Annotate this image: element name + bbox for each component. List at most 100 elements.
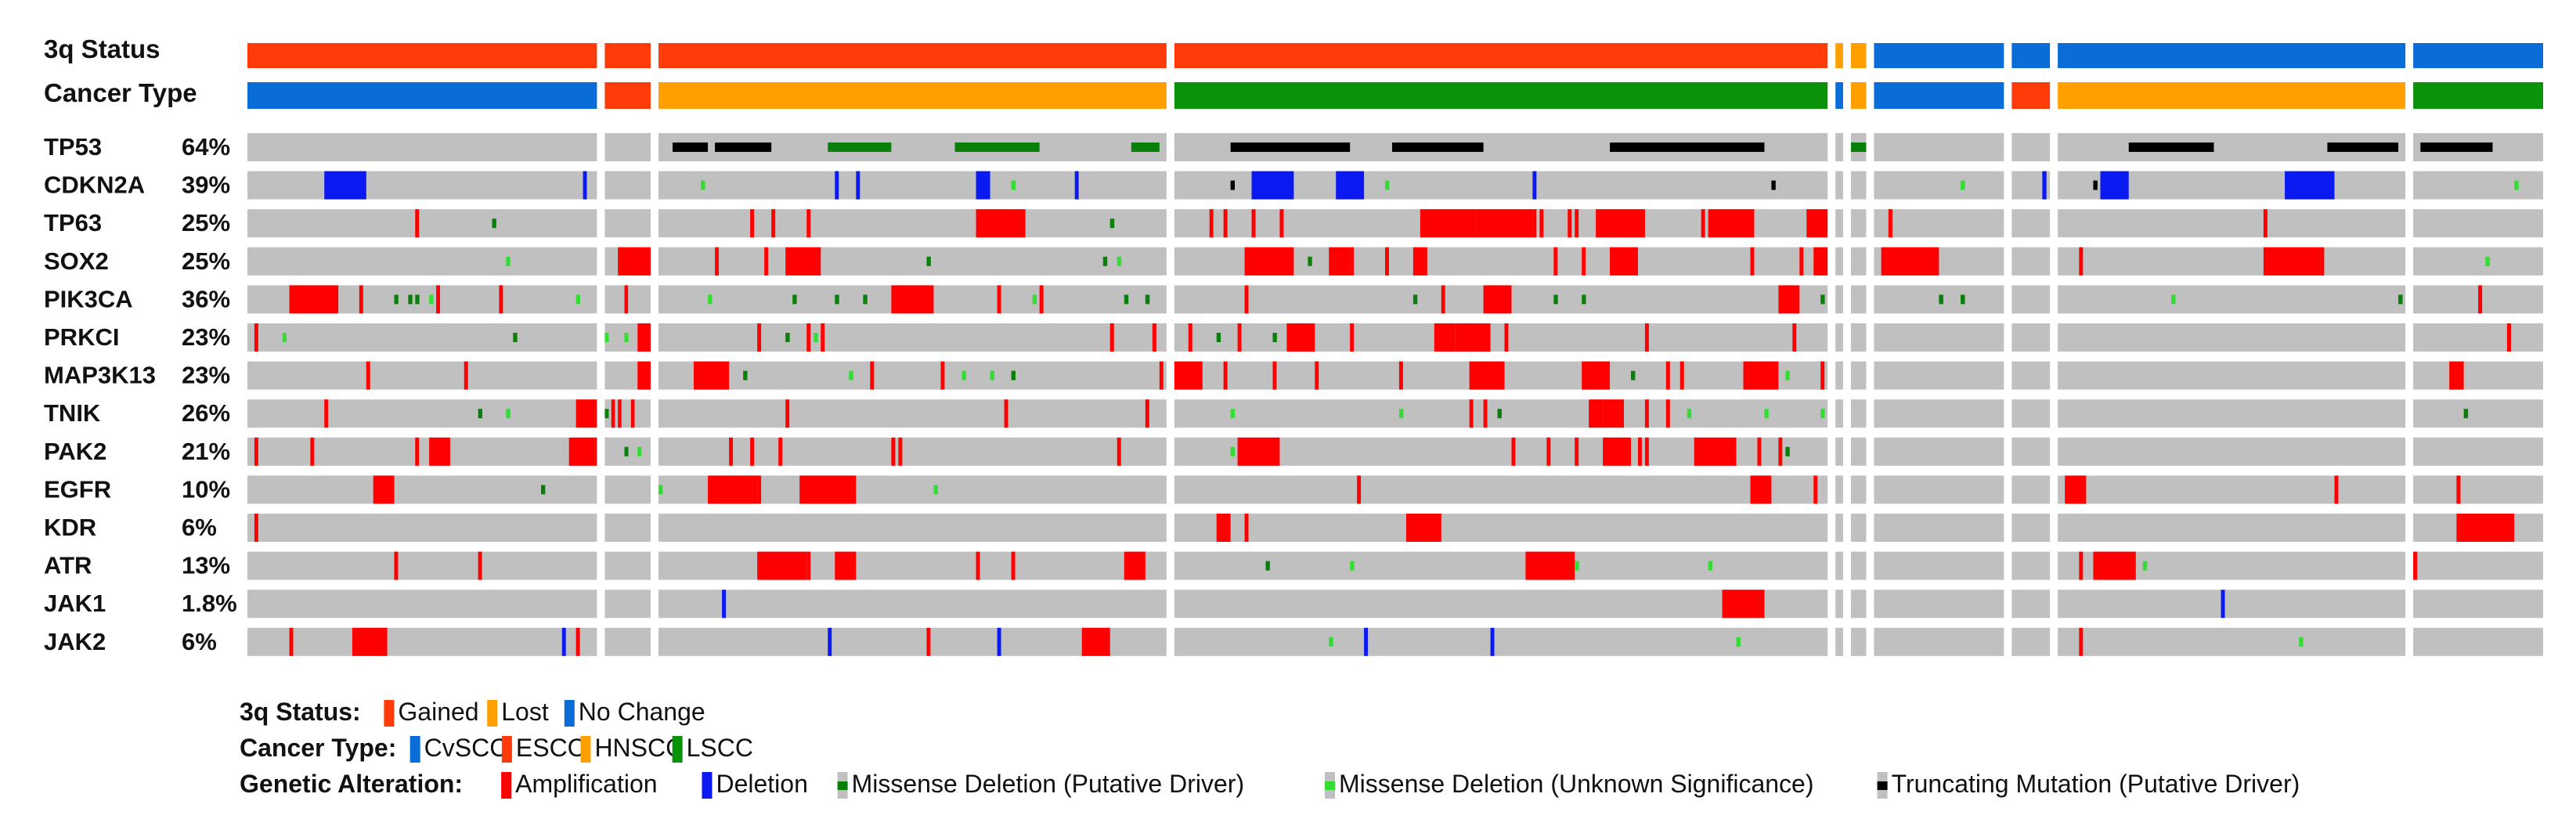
legend-label: Gained xyxy=(398,698,478,726)
gene-row-background xyxy=(1874,399,2004,428)
glyph-amplification xyxy=(1412,247,1427,276)
glyph-amplification xyxy=(1799,247,1804,276)
glyph-amplification xyxy=(618,399,622,428)
glyph-truncating xyxy=(2420,143,2493,152)
legend-glyph-truncating xyxy=(1877,781,1888,790)
gene-row-background xyxy=(2011,361,2051,390)
status-segment-lost xyxy=(1835,43,1843,68)
glyph-missense_unknown xyxy=(1398,409,1404,419)
legend-label: HNSCC xyxy=(594,734,684,762)
legend-label: Missense Deletion (Unknown Significance) xyxy=(1339,770,1814,798)
glyph-missense_unknown xyxy=(814,333,818,342)
gene-row-background xyxy=(1874,627,2004,656)
status-segment-gained xyxy=(604,43,651,68)
glyph-amplification xyxy=(1244,285,1249,314)
glyph-amplification xyxy=(708,475,758,504)
gene-row-background xyxy=(2011,437,2051,466)
glyph-missense_driver xyxy=(1308,256,1312,266)
glyph-missense_unknown xyxy=(575,294,580,305)
gene-row-background xyxy=(1850,437,1867,466)
glyph-missense_unknown xyxy=(1230,409,1236,419)
glyph-missense_driver xyxy=(926,256,931,266)
glyph-deletion xyxy=(1364,627,1369,656)
gene-row-background xyxy=(604,590,651,619)
glyph-missense_driver xyxy=(835,294,839,305)
glyph-amplification xyxy=(1329,247,1351,276)
gene-row-background xyxy=(1874,514,2004,542)
glyph-missense_driver xyxy=(415,294,420,305)
glyph-missense_driver xyxy=(2463,409,2469,419)
glyph-amplification xyxy=(1644,323,1649,352)
glyph-missense_driver xyxy=(1820,294,1825,305)
glyph-amplification xyxy=(1434,323,1456,352)
legend-label: ESCC xyxy=(516,734,586,762)
glyph-deletion xyxy=(324,171,366,200)
glyph-amplification xyxy=(464,361,468,390)
gene-label: TP53 xyxy=(44,133,102,161)
gene-row-background xyxy=(247,209,597,238)
glyph-amplification xyxy=(1750,247,1755,276)
glyph-amplification xyxy=(1223,209,1228,238)
glyph-amplification xyxy=(870,361,875,390)
legend-swatch-no_change xyxy=(564,700,575,727)
glyph-amplification xyxy=(1757,437,1762,466)
gene-row-background xyxy=(2011,323,2051,352)
glyph-amplification xyxy=(624,285,629,314)
gene-label: PAK2 xyxy=(44,438,106,465)
glyph-amplification xyxy=(1708,209,1751,238)
glyph-missense_driver xyxy=(492,218,496,229)
glyph-missense_driver xyxy=(1582,294,1586,305)
glyph-amplification xyxy=(429,437,450,466)
gene-row-background xyxy=(2011,247,2051,276)
glyph-amplification xyxy=(1159,361,1164,390)
gene-row-background xyxy=(604,209,651,238)
glyph-amplification xyxy=(2456,514,2515,542)
glyph-missense_driver xyxy=(863,294,868,305)
glyph-amplification xyxy=(1644,437,1649,466)
glyph-missense_driver xyxy=(1939,294,1943,305)
gene-row-background xyxy=(2058,627,2406,656)
glyph-missense_driver xyxy=(2398,294,2403,305)
glyph-truncating xyxy=(1391,143,1484,152)
gene-row-background xyxy=(2058,361,2406,390)
glyph-amplification xyxy=(1603,399,1625,428)
gene-row-background xyxy=(1835,475,1843,504)
glyph-amplification xyxy=(478,551,482,580)
glyph-amplification xyxy=(1806,209,1828,238)
gene-row-background xyxy=(2011,590,2051,619)
glyph-amplification xyxy=(2079,627,2084,656)
glyph-amplification xyxy=(1532,209,1537,238)
gene-percentage: 23% xyxy=(182,362,230,389)
glyph-missense_driver xyxy=(1553,294,1558,305)
legend-swatch-escc xyxy=(501,736,512,763)
glyph-amplification xyxy=(835,551,857,580)
glyph-amplification xyxy=(750,209,755,238)
glyph-missense_driver xyxy=(1961,294,1965,305)
cancer-type-segment-hnscc xyxy=(658,82,1167,109)
gene-row-background xyxy=(658,437,1167,466)
glyph-truncating xyxy=(1610,143,1765,152)
gene-row-background xyxy=(1874,133,2004,161)
gene-row-background xyxy=(658,323,1167,352)
glyph-amplification xyxy=(415,209,420,238)
glyph-missense_unknown xyxy=(658,485,663,495)
glyph-amplification xyxy=(1483,399,1488,428)
glyph-missense_unknown xyxy=(990,370,994,381)
gene-row-background xyxy=(2413,590,2543,619)
gene-row-background xyxy=(1874,323,2004,352)
glyph-amplification xyxy=(324,399,329,428)
glyph-amplification xyxy=(785,247,821,276)
glyph-amplification xyxy=(1813,475,1818,504)
glyph-amplification xyxy=(1279,209,1284,238)
glyph-amplification xyxy=(394,551,399,580)
glyph-missense_unknown xyxy=(282,333,287,342)
glyph-missense_unknown xyxy=(624,333,629,342)
gene-row-background xyxy=(2011,285,2051,314)
cancer-type-segment-hnscc xyxy=(2058,82,2406,109)
glyph-amplification xyxy=(1251,209,1256,238)
glyph-amplification xyxy=(637,361,651,390)
glyph-amplification xyxy=(373,475,395,504)
gene-row-background xyxy=(2011,514,2051,542)
gene-row-background xyxy=(247,171,597,200)
